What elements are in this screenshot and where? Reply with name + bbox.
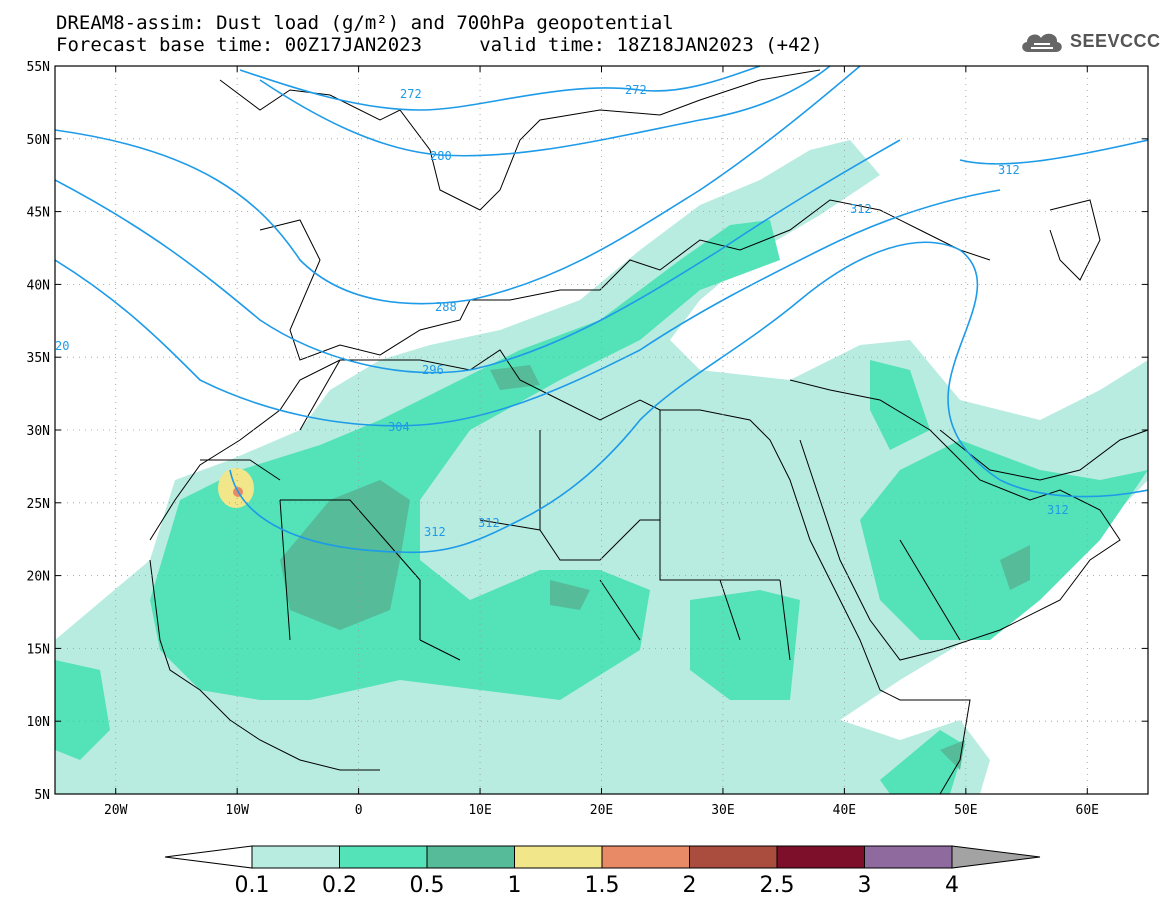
dust-region-0.2 [860,440,1148,640]
coastlines-and-borders [149,69,1148,794]
forecast-times: Forecast base time: 00Z17JAN2023 valid t… [56,34,823,56]
lat-tick-label: 45N [27,206,50,221]
colorbar-label: 3 [858,873,872,898]
contour-label: 280 [430,149,452,163]
coastline-arabia [789,379,1121,661]
contour-labels: 272 272 280 288 296 304 312 312 312 312 … [55,83,1069,539]
lon-tick-label: 60E [1076,803,1099,818]
lon-tick-label: 20W [104,803,128,818]
lon-tick-label: 50E [954,803,977,818]
colorbar-lower-triangle [164,845,253,869]
dust-region-0.5 [1000,545,1030,590]
contour-280 [259,66,831,157]
colorbar-label: 1.5 [585,873,620,898]
dust-region-0.2 [880,730,965,794]
lon-tick-label: 20E [590,803,613,818]
lat-tick-label: 35N [27,351,50,366]
map-title: DREAM8-assim: Dust load (g/m²) and 700hP… [56,12,674,34]
contour-label: 312 [478,516,500,530]
contour-label: 312 [424,525,446,539]
dust-region-0.2 [55,660,110,760]
contour-label: 304 [388,420,410,434]
colorbar-label: 2 [683,873,697,898]
contour-272 [239,66,761,111]
map-frame [54,65,1149,795]
contour-label: 296 [422,363,444,377]
lon-tick-label: 40E [833,803,856,818]
contour-296 [55,139,901,374]
contour-label: 312 [850,202,872,216]
colorbar-swatch [251,845,340,869]
colorbar-upper-triangle [951,845,1041,869]
geopotential-contours [55,66,1148,554]
lat-tick-label: 5N [34,788,50,803]
coastline-africa [149,349,971,794]
cloud-icon [1022,33,1062,52]
contour-label: 288 [435,300,457,314]
dust-region-0.2 [870,360,930,450]
contour-312-east [959,139,1148,165]
lat-tick-label: 40N [27,278,50,293]
lon-tick-label: 10W [225,803,249,818]
axis-ticks: 55N 50N 45N 40N 35N 30N 25N 20N 15N 10N 5N 20W 10W 0 1… [27,60,1148,818]
colorbar: 0.1 0.2 0.5 1 1.5 2 2.5 3 4 [164,845,1041,898]
colorbar-label: 2.5 [760,873,795,898]
lat-tick-label: 10N [27,715,50,730]
colorbar-swatch [514,845,603,869]
graticule [55,66,1148,794]
seevccc-logo: SEEVCCC [1018,26,1161,56]
contour-label: 312 [1047,503,1069,517]
border-lines [200,359,961,661]
colorbar-label: 0.2 [322,873,357,898]
contour-label: 272 [400,87,422,101]
colorbar-label: 0.1 [235,873,270,898]
contour-288 [55,66,861,305]
caspian-sea [1049,199,1101,281]
colorbar-swatch [601,845,690,869]
lon-tick-label: 10E [468,803,491,818]
contour-312 [229,241,1148,554]
coastline-persia [939,429,1148,481]
lat-tick-label: 20N [27,570,50,585]
lat-tick-label: 55N [27,60,50,75]
lon-tick-label: 30E [711,803,734,818]
colorbar-swatch [776,845,865,869]
contour-label: 20 [55,339,69,353]
lat-tick-label: 25N [27,497,50,512]
colorbar-swatch [426,845,515,869]
colorbar-swatch [689,845,778,869]
lon-tick-label: 0 [355,803,363,818]
colorbar-label: 4 [945,873,959,898]
lat-tick-label: 15N [27,642,50,657]
logo-text: SEEVCCC [1070,30,1161,51]
coastline-westafrica [149,559,380,771]
dust-load-shading [55,140,1148,794]
dust-region-0.2 [690,590,800,700]
colorbar-swatch [864,845,953,869]
lat-tick-label: 30N [27,424,50,439]
contour-304 [55,189,1001,427]
dust-region-0.5 [550,580,590,610]
dust-region-0.5 [280,480,410,630]
colorbar-swatch [339,845,428,869]
colorbar-label: 0.5 [410,873,445,898]
contour-label: 312 [998,163,1020,177]
lat-tick-label: 50N [27,133,50,148]
contour-label: 272 [625,83,647,97]
colorbar-label: 1 [508,873,522,898]
